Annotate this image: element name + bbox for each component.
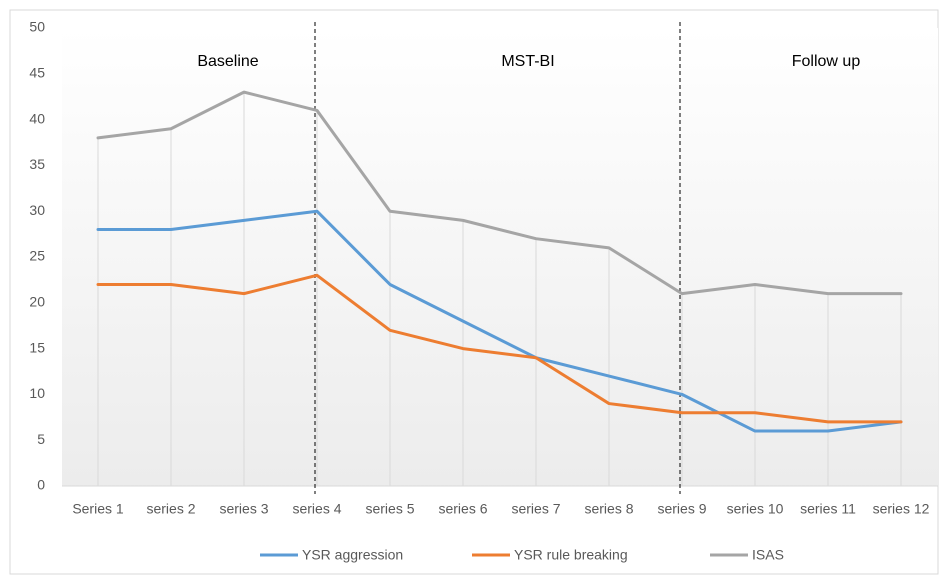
y-tick-label: 40 — [29, 110, 45, 126]
annotation: Baseline — [197, 53, 258, 70]
x-tick-label: series 2 — [146, 501, 195, 517]
x-tick-label: series 9 — [657, 501, 706, 517]
y-tick-label: 10 — [29, 385, 45, 401]
annotation: MST-BI — [501, 53, 554, 70]
x-tick-label: series 11 — [800, 501, 856, 517]
x-tick-label: series 8 — [584, 501, 633, 517]
x-tick-label: series 10 — [727, 501, 784, 517]
x-tick-label: series 4 — [292, 501, 341, 517]
x-tick-label: series 6 — [438, 501, 487, 517]
y-tick-label: 0 — [37, 477, 45, 493]
y-tick-label: 50 — [29, 19, 45, 35]
y-tick-label: 35 — [29, 156, 45, 172]
y-tick-label: 5 — [37, 431, 45, 447]
x-tick-label: series 3 — [219, 501, 268, 517]
series-line — [96, 273, 903, 424]
x-tick-label: series 7 — [511, 501, 560, 517]
y-tick-label: 45 — [29, 65, 45, 81]
x-tick-label: Series 1 — [72, 501, 124, 517]
y-tick-label: 30 — [29, 202, 45, 218]
annotation: Follow up — [792, 53, 861, 70]
legend-label: YSR rule breaking — [514, 547, 628, 563]
y-tick-label: 25 — [29, 248, 45, 264]
series-line — [96, 209, 903, 433]
series-line — [96, 90, 903, 296]
y-tick-label: 15 — [29, 339, 45, 355]
x-tick-label: series 5 — [365, 501, 414, 517]
y-tick-label: 20 — [29, 294, 45, 310]
legend-label: ISAS — [752, 547, 784, 563]
x-tick-label: series 12 — [873, 501, 930, 517]
plot-area — [62, 28, 938, 486]
legend-label: YSR aggression — [302, 547, 403, 563]
